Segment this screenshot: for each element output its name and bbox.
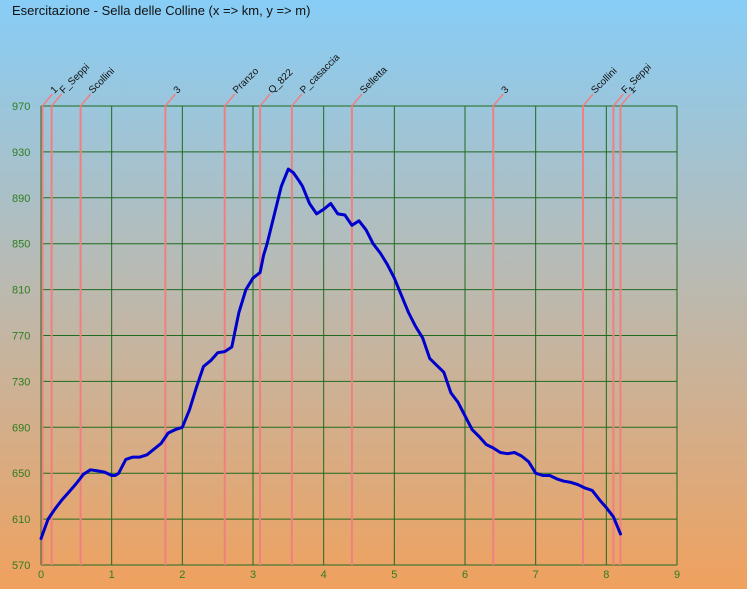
x-tick-label: 4 [321, 569, 327, 581]
x-tick-label: 7 [533, 569, 539, 581]
waypoint-label: Scollini [87, 66, 117, 96]
elevation-line [39, 167, 622, 541]
waypoint-label: F_Seppi [58, 62, 92, 96]
grid [40, 105, 678, 566]
waypoint-marker-tick [164, 93, 176, 107]
waypoint-marker-tick [291, 93, 303, 107]
waypoint-label: 3 [172, 84, 184, 96]
waypoint-marker-tick [41, 93, 53, 107]
waypoint-marker-tick [51, 93, 63, 107]
x-tick-label: 2 [179, 569, 185, 581]
y-tick-label: 970 [12, 101, 30, 113]
series [39, 167, 622, 541]
waypoint-marker-tick [79, 93, 92, 107]
waypoint-label: Selletta [358, 64, 390, 96]
chart-title: Esercitazione - Sella delle Colline (x =… [12, 3, 311, 18]
x-tick-label: 1 [109, 569, 115, 581]
y-tick-label: 810 [12, 285, 30, 297]
y-tick-label: 730 [12, 376, 30, 388]
y-tick-label: 890 [12, 193, 30, 205]
waypoint-label: 3 [500, 84, 512, 96]
y-tick-label: 690 [12, 422, 30, 434]
y-tick-label: 650 [12, 468, 30, 480]
y-tick-label: 570 [12, 560, 30, 572]
y-tick-label: 610 [12, 514, 30, 526]
waypoint-marker-tick [492, 93, 504, 107]
x-tick-label: 6 [462, 569, 468, 581]
waypoint-label: Q_822 [266, 67, 295, 96]
waypoint-label: Pranzo [231, 66, 261, 96]
waypoint-marker-tick [351, 93, 363, 107]
y-tick-label: 850 [12, 239, 30, 251]
waypoint-marker-tick [619, 93, 632, 107]
y-tick-labels: 570 610 650 690 730 770 810 850 890 930 970 [12, 101, 30, 572]
x-tick-label: 8 [603, 569, 609, 581]
waypoint-label: P_casaccia [298, 52, 342, 96]
waypoint-marker-tick [582, 93, 594, 107]
waypoint-marker-tick [259, 93, 271, 107]
waypoint-label: Scollini [589, 66, 619, 96]
waypoint-marker-tick [612, 93, 624, 107]
waypoint-marker-tick [224, 93, 236, 107]
y-tick-label: 930 [12, 147, 30, 159]
y-tick-label: 770 [12, 331, 30, 343]
x-tick-label: 9 [674, 569, 680, 581]
x-tick-label: 3 [250, 569, 256, 581]
x-tick-label: 0 [38, 569, 44, 581]
x-tick-labels: 0 1 2 3 4 5 6 7 8 9 [38, 569, 680, 581]
x-tick-label: 5 [391, 569, 397, 581]
